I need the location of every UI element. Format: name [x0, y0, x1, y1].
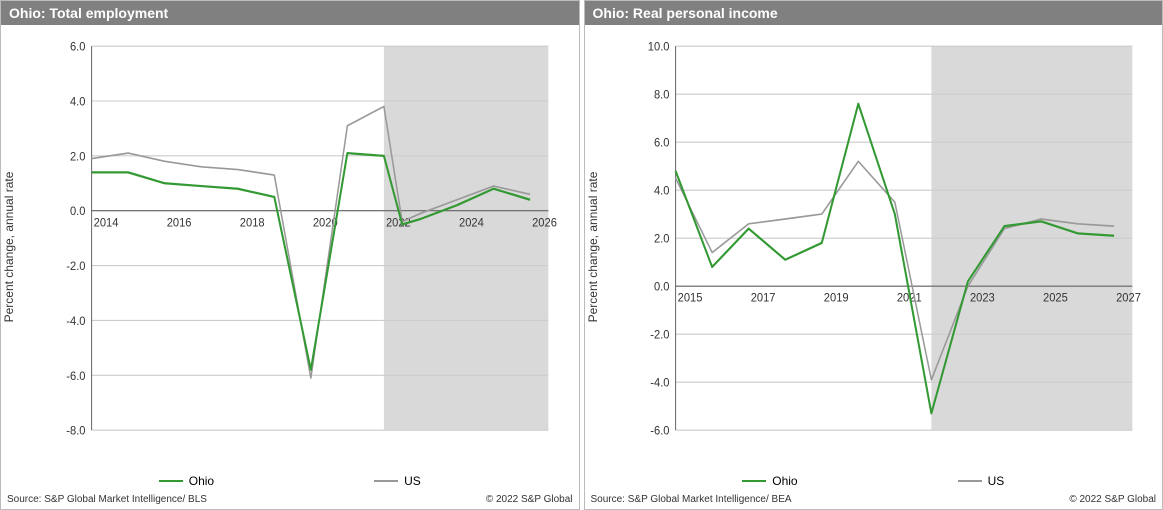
svg-text:2.0: 2.0: [70, 150, 86, 164]
panel-title: Ohio: Real personal income: [585, 1, 1163, 25]
panel-income: Ohio: Real personal income Percent chang…: [584, 0, 1163, 510]
chart-area-employment: Percent change, annual rate -8.0 -6.0 -4.0…: [1, 25, 579, 468]
svg-text:2027: 2027: [1116, 291, 1141, 305]
svg-text:4.0: 4.0: [70, 95, 86, 109]
svg-text:2015: 2015: [677, 291, 702, 305]
panel-employment: Ohio: Total employment Percent change, a…: [0, 0, 580, 510]
legend-item-us: US: [374, 474, 421, 488]
source-text: Source: S&P Global Market Intelligence/ …: [7, 494, 207, 505]
svg-text:-6.0: -6.0: [66, 369, 86, 383]
chart-employment: -8.0 -6.0 -4.0 -2.0 0.0 2.0 4.0 6.0 2014 2016 2018…: [51, 35, 559, 458]
svg-text:-4.0: -4.0: [650, 376, 670, 390]
svg-text:-6.0: -6.0: [650, 424, 670, 438]
svg-text:-4.0: -4.0: [66, 314, 86, 328]
svg-text:-2.0: -2.0: [66, 260, 86, 274]
svg-text:2014: 2014: [94, 216, 119, 230]
svg-text:0.0: 0.0: [70, 205, 86, 219]
svg-text:2025: 2025: [1043, 291, 1068, 305]
copyright-text: © 2022 S&P Global: [486, 494, 573, 505]
panel-footer-income: Source: S&P Global Market Intelligence/ …: [585, 492, 1163, 509]
svg-text:2024: 2024: [459, 216, 484, 230]
svg-text:2.0: 2.0: [653, 232, 669, 246]
panel-footer-employment: Source: S&P Global Market Intelligence/ …: [1, 492, 579, 509]
svg-text:-8.0: -8.0: [66, 424, 86, 438]
svg-text:2026: 2026: [532, 216, 557, 230]
svg-text:2016: 2016: [167, 216, 192, 230]
copyright-text: © 2022 S&P Global: [1069, 494, 1156, 505]
chart-income: -6.0 -4.0 -2.0 0.0 2.0 4.0 6.0 8.0 10.0 2015 2017 2…: [635, 35, 1143, 458]
legend-label-ohio: Ohio: [189, 474, 214, 488]
svg-text:4.0: 4.0: [653, 184, 669, 198]
legend-income: Ohio US: [585, 468, 1163, 492]
svg-text:2017: 2017: [750, 291, 775, 305]
y-axis-label: Percent change, annual rate: [586, 171, 600, 322]
svg-text:8.0: 8.0: [653, 88, 669, 102]
legend-item-ohio: Ohio: [742, 474, 797, 488]
chart-area-income: Percent change, annual rate -6.0 -4.0 -2.0…: [585, 25, 1163, 468]
legend-label-us: US: [988, 474, 1005, 488]
legend-swatch-ohio: [742, 480, 766, 483]
svg-text:2023: 2023: [969, 291, 994, 305]
legend-item-ohio: Ohio: [159, 474, 214, 488]
svg-text:2019: 2019: [823, 291, 848, 305]
svg-text:-2.0: -2.0: [650, 328, 670, 342]
legend-item-us: US: [958, 474, 1005, 488]
legend-swatch-us: [374, 480, 398, 482]
svg-text:6.0: 6.0: [653, 136, 669, 150]
y-axis-label: Percent change, annual rate: [2, 171, 16, 322]
legend-label-us: US: [404, 474, 421, 488]
legend-swatch-ohio: [159, 480, 183, 483]
source-text: Source: S&P Global Market Intelligence/ …: [591, 494, 792, 505]
svg-text:6.0: 6.0: [70, 40, 86, 54]
svg-text:0.0: 0.0: [653, 280, 669, 294]
legend-label-ohio: Ohio: [772, 474, 797, 488]
legend-swatch-us: [958, 480, 982, 482]
svg-text:2018: 2018: [240, 216, 265, 230]
svg-text:10.0: 10.0: [647, 40, 669, 54]
legend-employment: Ohio US: [1, 468, 579, 492]
panel-title: Ohio: Total employment: [1, 1, 579, 25]
